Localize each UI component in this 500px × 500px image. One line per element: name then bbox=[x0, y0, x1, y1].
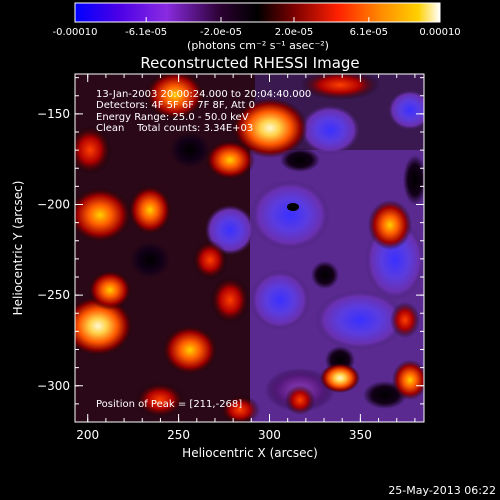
y-axis-ticks: −150 −200 −250 −300 bbox=[37, 77, 424, 423]
x-axis-label: Heliocentric X (arcsec) bbox=[182, 446, 318, 460]
colorbar-tick-label: 2.0e-05 bbox=[275, 27, 313, 38]
colorbar-units: (photons cm⁻² s⁻¹ asec⁻²) bbox=[187, 39, 329, 52]
x-tick-label: 200 bbox=[76, 428, 99, 442]
y-tick-label: −250 bbox=[37, 288, 70, 302]
info-line-clean: Clean Total counts: 3.34E+03 bbox=[96, 123, 253, 134]
y-tick-label: −150 bbox=[37, 107, 70, 121]
x-axis-ticks: 200 250 300 350 bbox=[76, 74, 416, 442]
plot-frame bbox=[74, 73, 425, 423]
colorbar-tick-label: 0.00010 bbox=[419, 27, 460, 38]
colorbar-ticks: -0.00010 -6.1e-05 -2.0e-05 2.0e-05 6.1e-05 0.… bbox=[53, 17, 461, 38]
blue-minimum-marker bbox=[287, 203, 299, 211]
y-tick-label: −200 bbox=[37, 198, 70, 212]
colorbar-tick-label: 6.1e-05 bbox=[350, 27, 388, 38]
y-axis-label: Heliocentric Y (arcsec) bbox=[11, 181, 25, 316]
info-line-energy: Energy Range: 25.0 - 50.0 keV bbox=[96, 112, 249, 123]
colorbar-gradient bbox=[74, 2, 441, 23]
colorbar-tick-label: -6.1e-05 bbox=[125, 27, 167, 38]
x-tick-label: 250 bbox=[167, 428, 190, 442]
colorbar-tick-label: -0.00010 bbox=[53, 27, 98, 38]
image-panel bbox=[75, 74, 424, 422]
y-tick-label: −300 bbox=[37, 379, 70, 393]
info-line-time: 13-Jan-2003 20:00:24.000 to 20:04:40.000 bbox=[96, 89, 311, 100]
colorbar: -0.00010 -6.1e-05 -2.0e-05 2.0e-05 6.1e-05 0.… bbox=[53, 2, 461, 52]
plot-title: Reconstructed RHESSI Image bbox=[140, 54, 359, 72]
info-line-detectors: Detectors: 4F 5F 6F 7F 8F, Att 0 bbox=[96, 100, 255, 111]
x-tick-label: 300 bbox=[258, 428, 281, 442]
colorbar-tick-label: -2.0e-05 bbox=[200, 27, 242, 38]
peak-position-label: Position of Peak = [211,-268] bbox=[96, 399, 242, 410]
x-tick-label: 350 bbox=[349, 428, 372, 442]
footer-timestamp: 25-May-2013 06:22 bbox=[388, 484, 496, 497]
info-block: 13-Jan-2003 20:00:24.000 to 20:04:40.000… bbox=[96, 89, 311, 134]
